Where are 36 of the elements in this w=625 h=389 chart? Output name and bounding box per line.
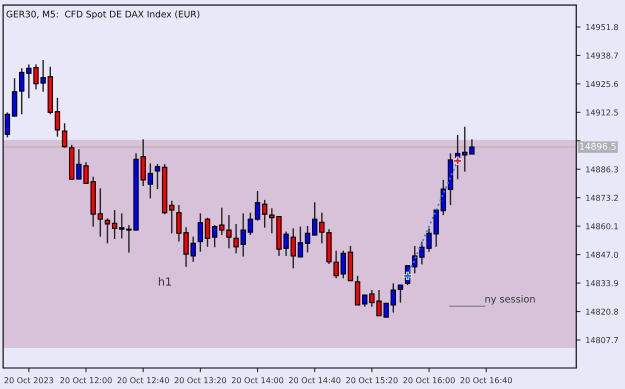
y-tick-label: 14951.8 (586, 24, 618, 30)
candlestick (204, 217, 210, 248)
candlestick (426, 228, 432, 252)
candlestick (154, 163, 160, 190)
candlestick (33, 64, 39, 90)
candlestick (398, 284, 404, 304)
x-tick-label: 20 Oct 14:40 (289, 377, 340, 384)
x-tick-label: 20 Oct 15:20 (346, 377, 398, 384)
candlestick (254, 190, 260, 222)
x-tick-label: 20 Oct 16:40 (460, 377, 512, 384)
text: GER30, M5: CFD Spot DE DAX Index (EUR) (6, 10, 200, 20)
x-tick-label: 20 Oct 16:00 (403, 377, 455, 384)
candlestick (198, 212, 204, 252)
y-tick-label: 14938.7 (586, 52, 618, 59)
annotation: ny session (485, 295, 535, 304)
x-tick-label: 20 Oct 12:40 (118, 377, 169, 384)
y-tick-label: 14807.7 (586, 337, 618, 344)
y-tick-label: 14833.9 (586, 280, 618, 286)
y-tick-label: 14847.0 (586, 252, 618, 258)
ref-line-label: 14896.5 (580, 142, 616, 150)
band-label: h1 (158, 277, 171, 286)
y-tick-label: 14873.2 (586, 194, 618, 201)
y-tick-label: 14860.1 (586, 223, 618, 230)
y-tick-label: 14820.8 (586, 308, 618, 315)
y-tick-label: 14912.5 (586, 109, 618, 116)
x-tick-label: 20 Oct 2023 (4, 377, 54, 384)
y-tick-label: 14886.3 (586, 166, 618, 172)
candlestick (104, 218, 110, 244)
candlestick (83, 162, 89, 184)
candlestick (62, 122, 68, 148)
candlestick (176, 204, 182, 242)
x-tick-label: 20 Oct 14:00 (232, 377, 284, 384)
x-tick-label: 20 Oct 13:20 (174, 377, 226, 384)
x-tick-label: 20 Oct 12:00 (60, 377, 112, 384)
y-tick-label: 14925.6 (586, 80, 618, 88)
candlestick (376, 289, 382, 316)
